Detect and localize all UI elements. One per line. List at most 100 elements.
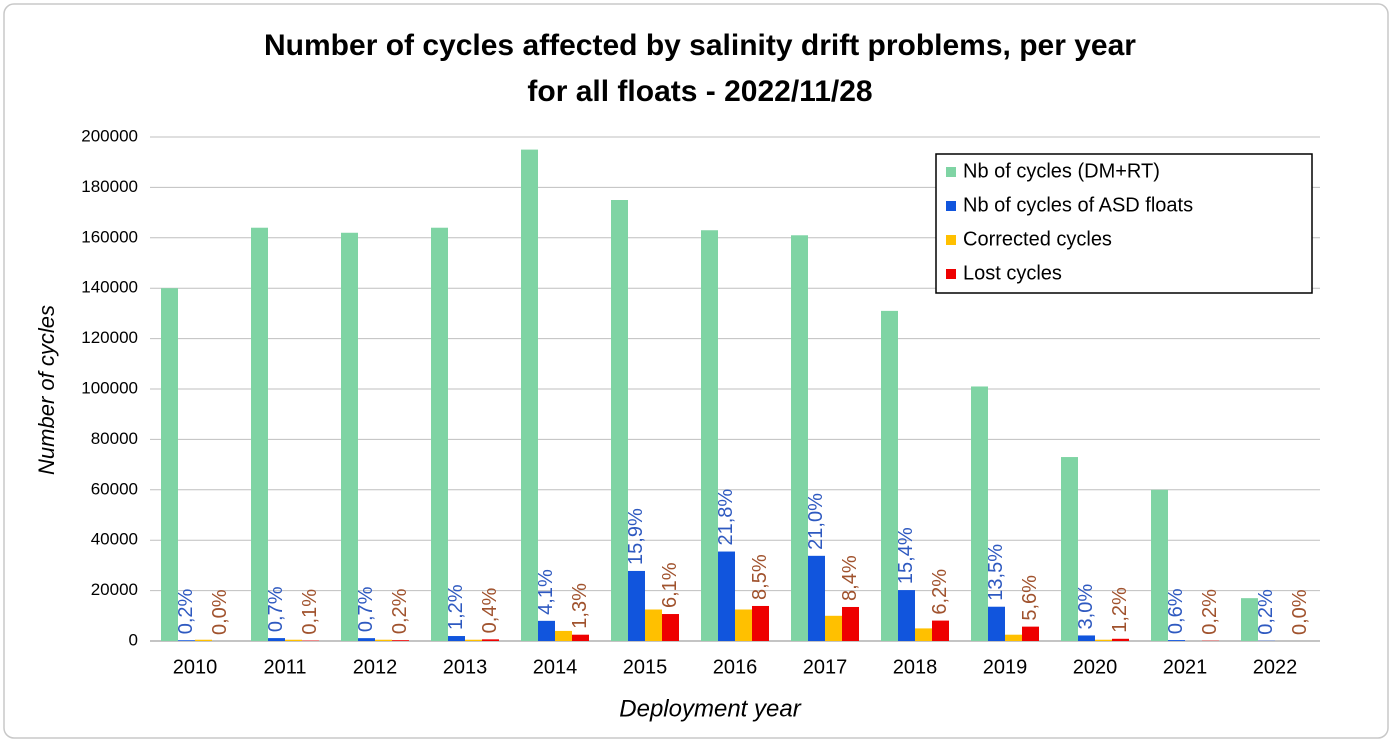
bar [752,606,769,641]
y-tick-label: 100000 [81,378,138,397]
y-tick-label: 20000 [91,580,138,599]
data-label: 0,7% [265,586,287,632]
bar [285,640,302,641]
bar [915,628,932,641]
bar [161,288,178,641]
legend-label: Corrected cycles [963,228,1112,250]
data-label: 1,2% [1109,587,1131,633]
data-label: 0,6% [1165,588,1187,634]
legend-swatch [946,235,956,245]
x-tick-label: 2018 [893,656,938,678]
bar [898,590,915,641]
y-tick-label: 200000 [81,126,138,145]
bar [988,607,1005,641]
data-label: 0,1% [299,589,321,635]
bar [1005,635,1022,641]
data-label: 6,1% [659,562,681,608]
bar [268,638,285,641]
x-tick-label: 2015 [623,656,668,678]
bar [1022,627,1039,641]
data-label: 0,0% [1289,589,1311,635]
bar [808,556,825,641]
chart-title: for all floats - 2022/11/28 [527,75,872,108]
bar [572,635,589,641]
bar [645,610,662,642]
chart-title: Number of cycles affected by salinity dr… [264,29,1136,62]
data-label: 0,2% [1255,589,1277,635]
y-tick-label: 80000 [91,429,138,448]
x-tick-label: 2013 [443,656,488,678]
legend-label: Nb of cycles of ASD floats [963,194,1193,216]
y-tick-label: 120000 [81,328,138,347]
y-axis-title: Number of cycles [34,305,59,475]
x-tick-label: 2019 [983,656,1028,678]
bar [662,614,679,641]
bar [431,228,448,641]
bar [392,640,409,641]
bar [842,607,859,641]
bar [358,638,375,641]
x-tick-label: 2021 [1163,656,1208,678]
legend-swatch [946,201,956,211]
x-tick-label: 2012 [353,656,398,678]
bar [1095,640,1112,641]
data-label: 1,2% [445,584,467,630]
y-tick-label: 60000 [91,479,138,498]
x-tick-label: 2017 [803,656,848,678]
y-tick-label: 160000 [81,227,138,246]
data-label: 0,2% [389,588,411,634]
bar [718,552,735,641]
data-label: 0,0% [209,589,231,635]
bar [932,621,949,641]
x-tick-label: 2011 [263,656,306,678]
data-label: 3,0% [1075,584,1097,630]
data-label: 21,8% [715,489,737,546]
bar [1112,639,1129,641]
data-label: 13,5% [985,544,1007,601]
data-label: 8,4% [839,555,861,601]
data-label: 4,1% [535,569,557,615]
data-label: 0,4% [479,588,501,634]
x-tick-label: 2016 [713,656,758,678]
legend-swatch [946,167,956,177]
bar [628,571,645,641]
bar [735,610,752,642]
bar [971,386,988,641]
bar [825,616,842,641]
bar [881,311,898,641]
data-label: 21,0% [805,493,827,550]
legend-swatch [946,269,956,279]
bar [1078,635,1095,641]
x-tick-label: 2014 [533,656,578,678]
x-axis-title: Deployment year [619,695,801,722]
bar [555,631,572,641]
bar [341,233,358,641]
bar [521,150,538,641]
data-label: 0,2% [175,588,197,634]
legend-label: Lost cycles [963,262,1062,284]
bar [791,235,808,641]
data-label: 6,2% [929,569,951,615]
x-tick-label: 2022 [1253,656,1298,678]
data-label: 15,4% [895,527,917,584]
bar [482,639,499,641]
bar [1168,640,1185,641]
x-tick-label: 2020 [1073,656,1118,678]
bar [465,640,482,641]
bar [611,200,628,641]
data-label: 0,7% [355,586,377,632]
bar [178,640,195,641]
data-label: 5,6% [1019,575,1041,621]
bar [448,636,465,641]
bar [195,640,212,641]
y-tick-label: 0 [129,630,138,649]
data-label: 8,5% [749,554,771,600]
y-tick-label: 40000 [91,530,138,549]
y-tick-label: 180000 [81,177,138,196]
data-label: 15,9% [625,508,647,565]
data-label: 1,3% [569,583,591,629]
x-tick-label: 2010 [173,656,218,678]
legend-label: Nb of cycles (DM+RT) [963,160,1160,182]
bar [375,640,392,641]
